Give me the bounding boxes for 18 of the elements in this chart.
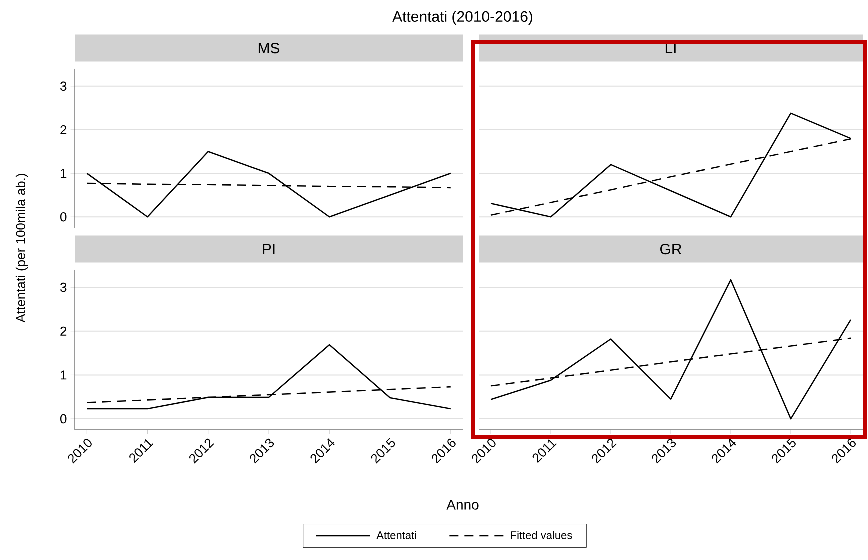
y-tick-label: 2 [60,125,67,135]
y-tick-label: 1 [60,169,67,178]
y-axis-title: Attentati (per 100mila ab.) [16,174,28,323]
line-series [86,344,452,410]
legend-label: Attentati [376,531,416,540]
y-tick-label: 3 [60,82,67,92]
y-tick-label: 2 [60,326,67,336]
x-axis-title: Anno [446,500,479,510]
text: Attentati (2010-2016) [392,11,533,25]
chart-title: MS [258,42,280,54]
chart-title: GR [660,244,682,255]
line-series [86,151,452,218]
legend-label: Fitted values [511,531,572,540]
y-tick-label: 1 [60,370,67,380]
y-tick-label: 0 [60,212,67,222]
y-tick-label: 3 [60,282,67,292]
y-tick-label: 0 [60,414,67,424]
chart-title: PI [263,244,275,254]
